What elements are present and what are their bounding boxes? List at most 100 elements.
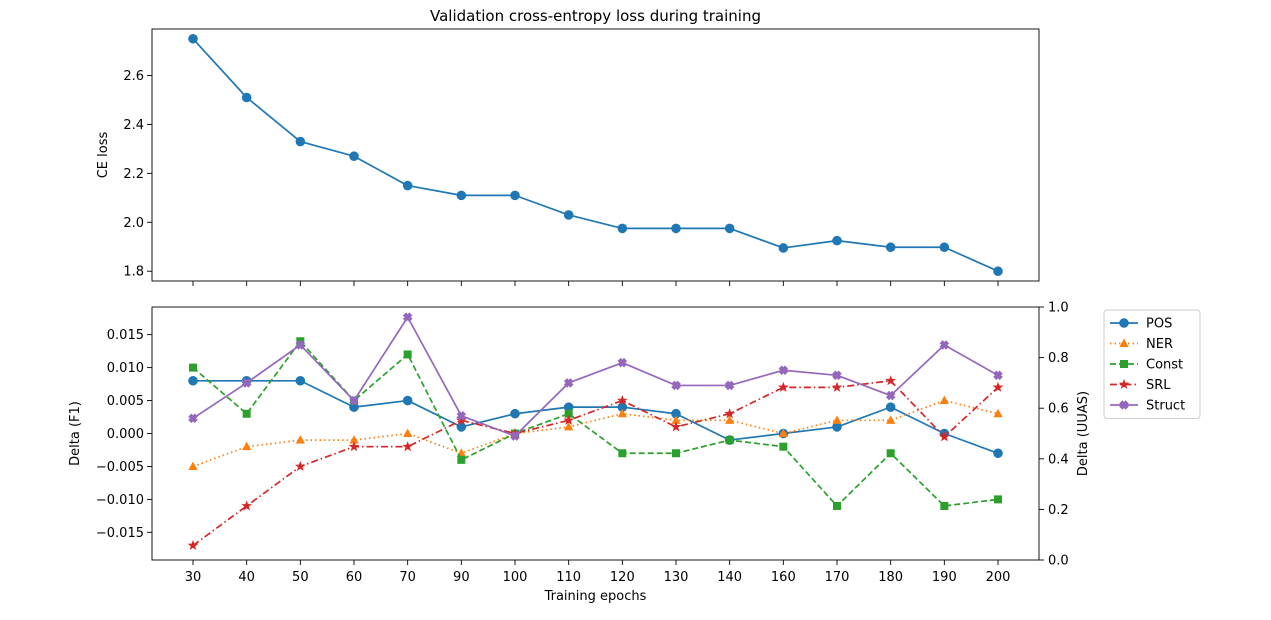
plot-frame [151,28,1040,282]
y-tick-label: 2.6 [123,69,144,84]
data-point [724,408,735,419]
y-tick-label: 2.4 [123,118,144,133]
data-point [778,243,789,253]
data-point [672,449,680,458]
data-point [939,395,949,405]
data-point [617,394,628,406]
data-point [188,375,198,386]
legend-marker [1120,360,1128,368]
y-tick-label: 0.010 [107,361,144,376]
y-right-tick-label: 0.0 [1048,554,1069,569]
data-point [349,151,359,162]
legend-marker [1118,378,1130,390]
y-axis-title: Delta (F1) [68,401,83,466]
x-tick-label: 130 [664,570,689,585]
data-point [295,375,306,386]
data-point [241,92,252,103]
series-line [192,316,999,437]
data-point [778,381,789,392]
y-axis-title: CE loss [96,132,111,179]
series-const [189,337,1002,510]
series-line [192,340,999,507]
data-point [885,402,896,412]
legend-label: Const [1146,358,1183,373]
data-point [670,421,682,432]
data-point [349,395,359,406]
x-tick-label: 40 [238,570,255,585]
data-point [402,180,413,191]
data-point [993,448,1003,459]
legend-label: POS [1146,317,1172,332]
x-tick-label: 90 [453,570,470,585]
y-right-tick-label: 0.4 [1048,452,1069,467]
data-point [832,422,842,432]
series-ce-loss [188,33,1003,277]
data-point [939,242,950,253]
data-point [510,408,520,419]
data-point [833,501,841,510]
y-right-axis-title: Delta (UUAS) [1076,391,1091,476]
data-point [402,312,413,322]
data-point [563,378,574,388]
x-tick-label: 190 [932,570,957,585]
data-point [885,375,896,386]
data-point [349,435,359,444]
data-point [886,415,896,424]
data-point [456,410,467,421]
data-point [885,390,896,401]
y-tick-label: −0.005 [96,460,144,475]
data-point [618,449,627,458]
data-point [295,460,306,471]
series-pos [188,375,1003,459]
data-point [886,449,895,458]
legend-marker [1119,338,1129,347]
data-point [295,435,305,444]
data-point [992,381,1004,392]
x-tick-label: 30 [185,570,202,585]
x-tick-label: 140 [717,570,742,585]
data-point [188,413,198,424]
y-tick-label: −0.010 [96,493,144,508]
x-tick-label: 100 [503,570,528,585]
legend-marker [1119,318,1129,328]
data-point [295,340,306,350]
x-tick-label: 200 [986,570,1011,585]
data-point [778,365,789,376]
legend-box [1103,309,1201,419]
data-point [778,428,788,437]
data-point [564,409,573,418]
legend: POS NER Const SRL Struct [1103,309,1201,419]
data-point [348,441,360,452]
x-tick-label: 70 [399,570,416,585]
series-srl [187,375,1004,551]
data-point [457,455,466,464]
data-point [296,337,305,346]
y-tick-label: 0.015 [107,328,144,343]
y-tick-label: −0.015 [96,526,144,541]
data-point [242,409,251,418]
y-right-tick-label: 1.0 [1048,301,1069,316]
data-point [403,428,413,437]
data-point [510,431,520,441]
data-point [724,380,735,391]
data-point [456,190,467,201]
data-point [189,363,197,372]
data-point [832,370,842,381]
chart-title: Validation cross-entropy loss during tra… [430,7,761,25]
data-point [671,380,681,391]
data-point [402,441,413,452]
data-point [993,370,1003,381]
data-point [402,395,413,406]
data-point [993,266,1003,277]
y-right-tick-label: 0.2 [1048,503,1069,518]
x-tick-label: 60 [346,570,363,585]
data-point [241,500,252,511]
data-point [725,415,735,424]
x-tick-label: 160 [771,570,796,585]
data-point [940,501,949,510]
data-point [617,357,628,368]
data-point [295,136,306,147]
data-point [509,427,521,439]
data-point [188,461,198,470]
data-point [724,223,735,234]
